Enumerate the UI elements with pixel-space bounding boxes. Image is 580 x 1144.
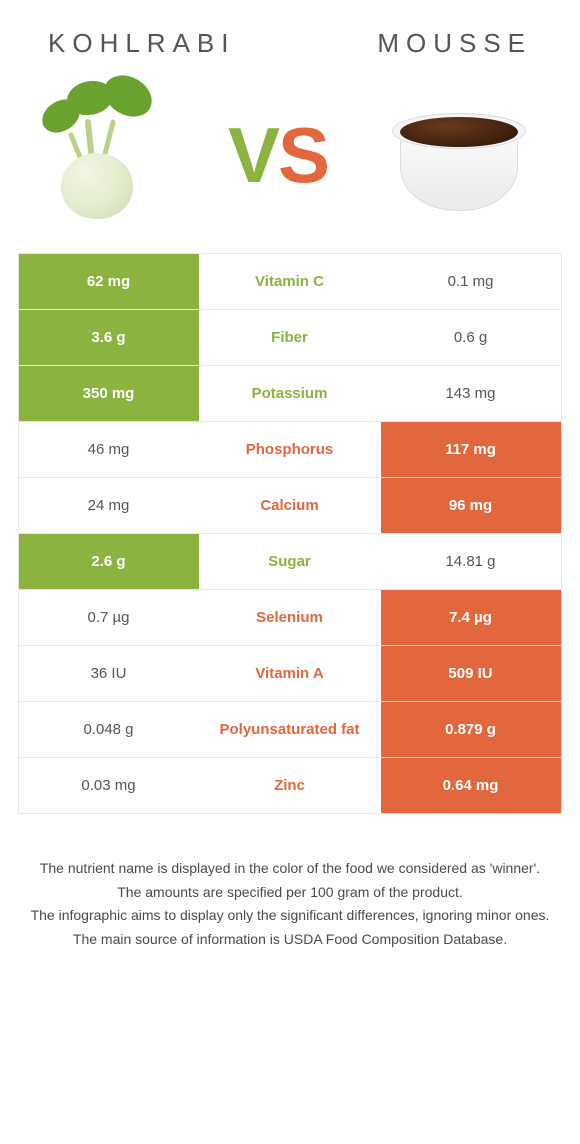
right-value: 117 mg <box>381 422 561 477</box>
nutrient-name: Vitamin A <box>199 646 381 701</box>
left-value: 0.03 mg <box>19 758 199 813</box>
nutrient-name: Polyunsaturated fat <box>199 702 381 757</box>
hero-row: VS <box>0 77 580 253</box>
right-value: 7.4 µg <box>381 590 561 645</box>
nutrient-name: Vitamin C <box>199 254 381 309</box>
table-row: 0.7 µgSelenium7.4 µg <box>19 590 561 646</box>
nutrient-table: 62 mgVitamin C0.1 mg3.6 gFiber0.6 g350 m… <box>18 253 562 814</box>
left-value: 2.6 g <box>19 534 199 589</box>
vs-v-letter: V <box>228 111 278 199</box>
table-row: 3.6 gFiber0.6 g <box>19 310 561 366</box>
left-value: 3.6 g <box>19 310 199 365</box>
table-row: 46 mgPhosphorus117 mg <box>19 422 561 478</box>
left-value: 24 mg <box>19 478 199 533</box>
nutrient-name: Calcium <box>199 478 381 533</box>
table-row: 350 mgPotassium143 mg <box>19 366 561 422</box>
table-row: 2.6 gSugar14.81 g <box>19 534 561 590</box>
right-value: 143 mg <box>381 366 561 421</box>
left-value: 350 mg <box>19 366 199 421</box>
left-value: 0.048 g <box>19 702 199 757</box>
nutrient-name: Fiber <box>199 310 381 365</box>
left-value: 0.7 µg <box>19 590 199 645</box>
footnote-line: The nutrient name is displayed in the co… <box>28 858 552 880</box>
mousse-illustration <box>374 85 544 225</box>
footnote-line: The amounts are specified per 100 gram o… <box>28 882 552 904</box>
footnote-line: The infographic aims to display only the… <box>28 905 552 927</box>
right-value: 0.879 g <box>381 702 561 757</box>
left-food-title: Kohlrabi <box>48 28 236 59</box>
nutrient-name: Sugar <box>199 534 381 589</box>
table-row: 0.048 gPolyunsaturated fat0.879 g <box>19 702 561 758</box>
nutrient-name: Potassium <box>199 366 381 421</box>
vs-label: VS <box>228 116 328 194</box>
footnote-line: The main source of information is USDA F… <box>28 929 552 951</box>
left-value: 62 mg <box>19 254 199 309</box>
nutrient-name: Zinc <box>199 758 381 813</box>
vs-s-letter: S <box>278 111 328 199</box>
right-value: 0.6 g <box>381 310 561 365</box>
right-value: 0.64 mg <box>381 758 561 813</box>
right-value: 96 mg <box>381 478 561 533</box>
table-row: 36 IUVitamin A509 IU <box>19 646 561 702</box>
left-value: 36 IU <box>19 646 199 701</box>
header: Kohlrabi Mousse <box>0 0 580 77</box>
right-value: 509 IU <box>381 646 561 701</box>
right-value: 0.1 mg <box>381 254 561 309</box>
right-value: 14.81 g <box>381 534 561 589</box>
nutrient-name: Phosphorus <box>199 422 381 477</box>
kohlrabi-illustration <box>12 85 182 225</box>
table-row: 0.03 mgZinc0.64 mg <box>19 758 561 814</box>
table-row: 62 mgVitamin C0.1 mg <box>19 254 561 310</box>
table-row: 24 mgCalcium96 mg <box>19 478 561 534</box>
nutrient-name: Selenium <box>199 590 381 645</box>
right-food-title: Mousse <box>377 28 532 59</box>
infographic: Kohlrabi Mousse VS 62 mgVitam <box>0 0 580 951</box>
left-value: 46 mg <box>19 422 199 477</box>
footnotes: The nutrient name is displayed in the co… <box>0 814 580 951</box>
